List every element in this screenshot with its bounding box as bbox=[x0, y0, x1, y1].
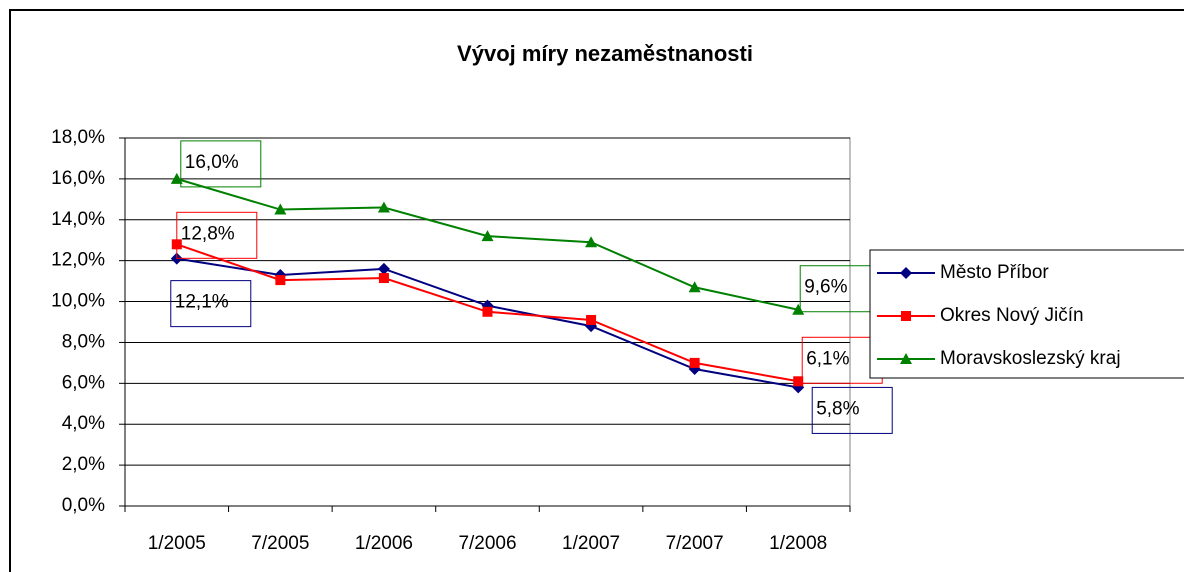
x-tick-label: 1/2005 bbox=[148, 533, 206, 554]
x-tick-label: 1/2008 bbox=[769, 533, 827, 554]
chart-title: Vývoj míry nezaměstnanosti bbox=[457, 41, 753, 66]
y-tick-label: 2,0% bbox=[62, 454, 105, 475]
y-tick-label: 10,0% bbox=[51, 291, 105, 312]
marker bbox=[793, 376, 804, 387]
marker bbox=[586, 314, 597, 325]
data-label: 12,8% bbox=[181, 223, 235, 244]
x-tick-label: 1/2006 bbox=[355, 533, 413, 554]
data-label: 6,1% bbox=[806, 348, 849, 369]
marker bbox=[482, 306, 493, 317]
marker bbox=[900, 353, 912, 364]
marker bbox=[481, 230, 494, 242]
legend-label: Moravskoslezský kraj bbox=[940, 348, 1121, 369]
marker bbox=[689, 357, 700, 368]
legend-box bbox=[869, 249, 1184, 379]
data-label: 9,6% bbox=[804, 277, 847, 298]
data-label: 5,8% bbox=[816, 398, 859, 419]
y-tick-label: 12,0% bbox=[51, 250, 105, 271]
y-tick-label: 4,0% bbox=[62, 413, 105, 434]
marker bbox=[901, 311, 911, 321]
marker bbox=[900, 267, 912, 279]
x-tick-label: 1/2007 bbox=[562, 533, 620, 554]
marker bbox=[170, 172, 183, 184]
y-tick-label: 16,0% bbox=[51, 168, 105, 189]
marker bbox=[378, 273, 389, 284]
legend-label: Město Příbor bbox=[940, 262, 1049, 283]
marker bbox=[377, 262, 390, 275]
marker bbox=[585, 236, 598, 248]
marker bbox=[377, 201, 390, 213]
marker bbox=[275, 275, 286, 286]
data-label-box bbox=[170, 280, 252, 328]
data-label: 12,1% bbox=[175, 292, 229, 313]
y-tick-label: 18,0% bbox=[51, 127, 105, 148]
x-tick-label: 7/2006 bbox=[458, 533, 516, 554]
y-tick-label: 14,0% bbox=[51, 209, 105, 230]
y-tick-label: 8,0% bbox=[62, 331, 105, 352]
data-label-box bbox=[811, 386, 893, 434]
data-label-box bbox=[180, 140, 262, 188]
y-tick-label: 0,0% bbox=[62, 495, 105, 516]
x-tick-label: 7/2005 bbox=[251, 533, 309, 554]
data-label: 16,0% bbox=[185, 152, 239, 173]
data-label-box bbox=[176, 211, 258, 259]
marker bbox=[688, 281, 701, 293]
marker bbox=[274, 203, 287, 215]
plot-area bbox=[124, 137, 851, 507]
legend-label: Okres Nový Jičín bbox=[940, 305, 1084, 326]
y-tick-label: 6,0% bbox=[62, 372, 105, 393]
x-tick-label: 7/2007 bbox=[666, 533, 724, 554]
